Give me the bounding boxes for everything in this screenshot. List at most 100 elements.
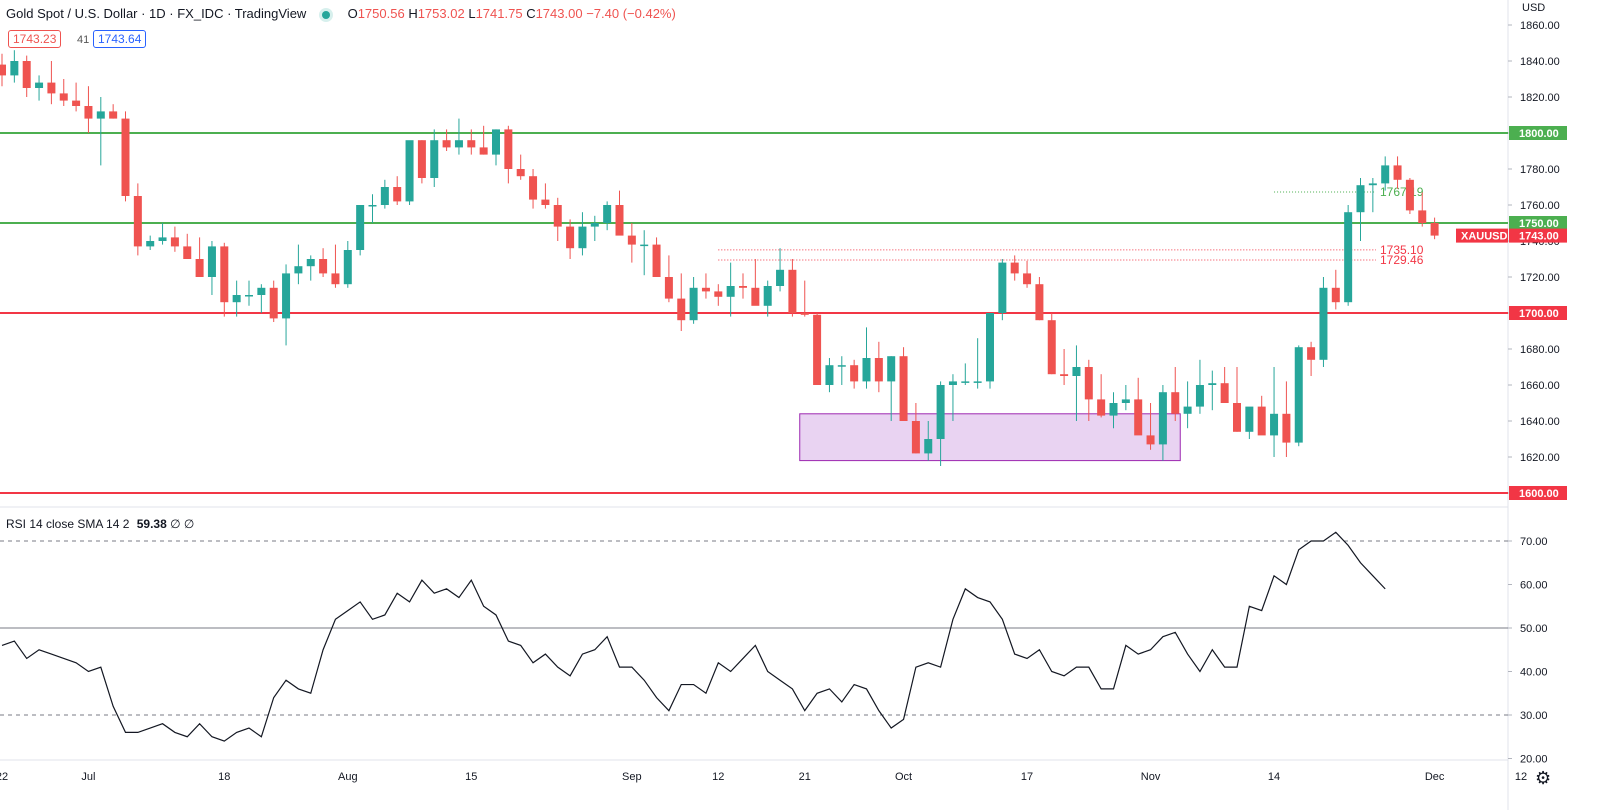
candle-body[interactable] [1331, 287, 1340, 303]
candle-body[interactable] [133, 196, 142, 247]
candle-body[interactable] [232, 295, 241, 303]
candle-body[interactable] [850, 365, 859, 382]
candle-body[interactable] [195, 259, 204, 277]
candle-body[interactable] [1307, 347, 1316, 360]
candle-body[interactable] [553, 205, 562, 227]
buy-price-button[interactable]: 1743.64 [93, 30, 147, 48]
consolidation-zone[interactable] [799, 413, 1181, 462]
candle-body[interactable] [936, 385, 945, 439]
candle-body[interactable] [1109, 403, 1118, 416]
candle-body[interactable] [1220, 383, 1229, 403]
candle-body[interactable] [0, 64, 6, 76]
candle-body[interactable] [1430, 223, 1439, 236]
candle-body[interactable] [1084, 367, 1093, 400]
candle-body[interactable] [1047, 320, 1056, 375]
candle-body[interactable] [837, 365, 846, 367]
candle-body[interactable] [899, 356, 908, 421]
candle-body[interactable] [529, 176, 538, 200]
candle-body[interactable] [973, 381, 982, 383]
rsi-line[interactable] [1, 531, 1386, 742]
candle-body[interactable] [146, 241, 155, 247]
candle-body[interactable] [1097, 399, 1106, 416]
candle-body[interactable] [1319, 287, 1328, 360]
candle-body[interactable] [788, 269, 797, 313]
candle-body[interactable] [677, 298, 686, 321]
candle-body[interactable] [998, 262, 1007, 313]
candle-body[interactable] [96, 111, 105, 119]
candle-body[interactable] [294, 266, 303, 274]
candle-body[interactable] [911, 421, 920, 454]
candle-body[interactable] [121, 118, 130, 196]
candle-body[interactable] [492, 129, 500, 155]
candle-body[interactable] [726, 286, 735, 297]
candle-body[interactable] [640, 244, 649, 247]
candle-body[interactable] [1208, 383, 1217, 385]
candle-body[interactable] [776, 269, 785, 286]
candle-body[interactable] [701, 287, 710, 292]
candle-body[interactable] [578, 226, 587, 249]
candle-body[interactable] [590, 223, 599, 227]
candle-body[interactable] [380, 187, 389, 205]
candle-body[interactable] [1158, 392, 1167, 445]
candle-body[interactable] [158, 237, 167, 241]
sell-price-button[interactable]: 1743.23 [8, 30, 62, 48]
candle-body[interactable] [319, 259, 328, 274]
candle-body[interactable] [1245, 406, 1254, 432]
candle-body[interactable] [59, 93, 68, 101]
candle-body[interactable] [245, 295, 253, 297]
candle-body[interactable] [714, 291, 723, 297]
candle-body[interactable] [47, 82, 56, 94]
candle-body[interactable] [652, 244, 661, 277]
candle-body[interactable] [1023, 273, 1032, 285]
symbol-title[interactable]: Gold Spot / U.S. Dollar · 1D · FX_IDC · … [6, 6, 307, 21]
candle-body[interactable] [689, 287, 698, 321]
candle-body[interactable] [739, 286, 747, 288]
candle-body[interactable] [343, 250, 352, 285]
candle-body[interactable] [257, 287, 266, 295]
candle-body[interactable] [615, 205, 624, 236]
candle-body[interactable] [454, 140, 463, 148]
candle-body[interactable] [1072, 367, 1081, 376]
candle-body[interactable] [1134, 399, 1143, 436]
candle-body[interactable] [430, 140, 439, 178]
candle-body[interactable] [541, 199, 550, 205]
candle-body[interactable] [1171, 392, 1180, 414]
candle-body[interactable] [72, 100, 81, 106]
candle-body[interactable] [183, 246, 192, 259]
candle-body[interactable] [1344, 212, 1353, 303]
candle-body[interactable] [924, 439, 933, 454]
candle-body[interactable] [751, 287, 760, 306]
candle-body[interactable] [874, 358, 883, 382]
candle-body[interactable] [566, 226, 575, 249]
candle-body[interactable] [331, 273, 340, 285]
candle-body[interactable] [405, 140, 414, 202]
candle-body[interactable] [664, 277, 673, 299]
candle-body[interactable] [417, 140, 426, 178]
candle-body[interactable] [800, 313, 809, 315]
candle-body[interactable] [356, 205, 365, 250]
candle-body[interactable] [1282, 413, 1291, 443]
candle-body[interactable] [763, 286, 772, 306]
candle-body[interactable] [603, 205, 612, 223]
candle-body[interactable] [862, 358, 871, 382]
candle-body[interactable] [1368, 183, 1377, 186]
candle-body[interactable] [282, 273, 291, 319]
candle-body[interactable] [825, 365, 834, 385]
candle-body[interactable] [109, 111, 118, 119]
candle-body[interactable] [1405, 179, 1414, 211]
candle-body[interactable] [22, 61, 31, 88]
candle-body[interactable] [1270, 413, 1279, 436]
candle-body[interactable] [1418, 210, 1427, 223]
candle-body[interactable] [627, 235, 636, 245]
candle-body[interactable] [1257, 406, 1266, 436]
candle-body[interactable] [986, 313, 994, 382]
candle-body[interactable] [961, 381, 970, 383]
candle-body[interactable] [84, 106, 93, 119]
candle-body[interactable] [516, 169, 525, 177]
candle-body[interactable] [1035, 284, 1044, 321]
candle-body[interactable] [467, 140, 476, 148]
candle-body[interactable] [1121, 399, 1130, 403]
candle-body[interactable] [479, 147, 488, 155]
candle-body[interactable] [442, 140, 451, 148]
